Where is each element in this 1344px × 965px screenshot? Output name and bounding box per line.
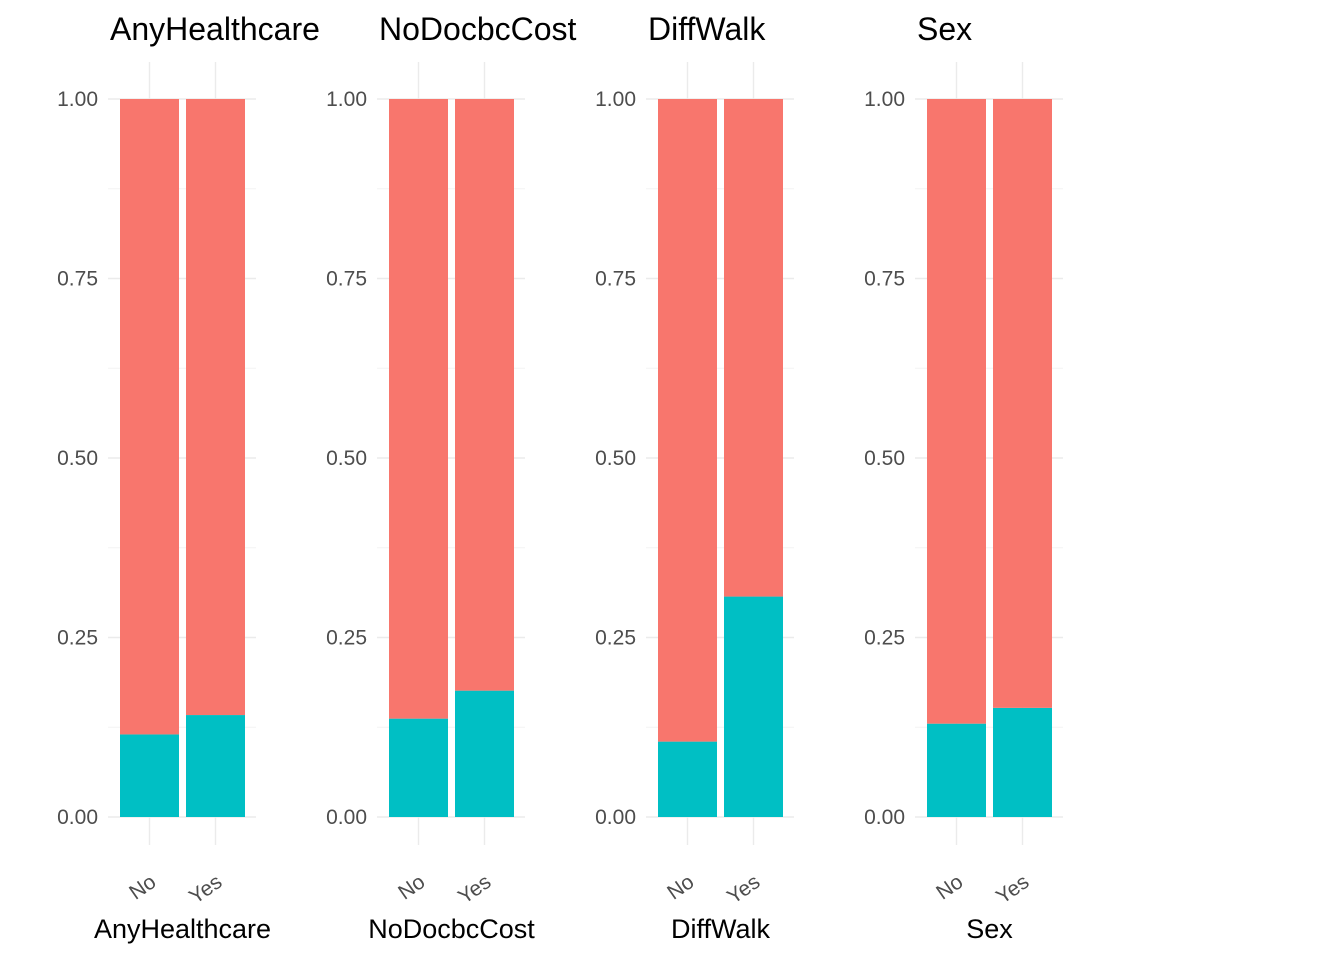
bar-yes-segment-0 <box>993 707 1052 817</box>
panel-0: AnyHealthcare 0.00 0.25 0.50 0.75 1.00 No Yes An… <box>57 11 320 944</box>
y-tick-label: 0.00 <box>57 806 98 829</box>
bar-yes-segment-1 <box>993 99 1052 708</box>
x-axis-label: Sex <box>966 914 1013 944</box>
panel-2: DiffWalk 0.00 0.25 0.50 0.75 1.00 No Yes DiffWal… <box>595 11 794 944</box>
x-tick-label: Yes <box>185 870 226 908</box>
bar-yes-segment-0 <box>724 596 783 817</box>
y-tick-label: 0.25 <box>326 627 367 650</box>
bar-yes-segment-1 <box>455 99 514 691</box>
y-tick-label: 0.25 <box>595 627 636 650</box>
y-tick-label: 0.50 <box>326 447 367 470</box>
panel-title: NoDocbcCost <box>379 11 577 47</box>
x-axis-label: NoDocbcCost <box>368 914 535 944</box>
bar-no-segment-0 <box>927 723 986 817</box>
y-tick-label: 0.75 <box>864 268 905 291</box>
y-tick-label: 0.75 <box>595 268 636 291</box>
y-tick-label: 0.75 <box>326 268 367 291</box>
bar-no-segment-0 <box>658 741 717 817</box>
y-tick-label: 0.50 <box>595 447 636 470</box>
bar-no-segment-1 <box>927 99 986 724</box>
bar-no-segment-0 <box>389 718 448 817</box>
y-tick-label: 0.00 <box>595 806 636 829</box>
panel-3: Sex 0.00 0.25 0.50 0.75 1.00 No Yes Sex <box>864 11 1063 944</box>
y-tick-label: 0.00 <box>864 806 905 829</box>
bar-yes-segment-0 <box>186 715 245 817</box>
panel-title: AnyHealthcare <box>110 11 320 47</box>
x-tick-label: Yes <box>723 870 764 908</box>
y-tick-label: 1.00 <box>57 88 98 111</box>
bar-no-segment-1 <box>120 99 179 735</box>
bar-no-segment-0 <box>120 734 179 817</box>
panel-1: NoDocbcCost 0.00 0.25 0.50 0.75 1.00 No Yes NoDo… <box>326 11 576 944</box>
y-tick-label: 1.00 <box>595 88 636 111</box>
bar-yes-segment-1 <box>724 99 783 597</box>
bar-no-segment-1 <box>389 99 448 719</box>
y-tick-label: 0.25 <box>864 627 905 650</box>
bar-no-segment-1 <box>658 99 717 742</box>
x-axis-label: AnyHealthcare <box>94 914 271 944</box>
y-tick-label: 0.50 <box>864 447 905 470</box>
bar-yes-segment-1 <box>186 99 245 716</box>
x-tick-label: No <box>663 870 698 904</box>
panel-title: Sex <box>917 11 972 47</box>
y-tick-label: 1.00 <box>864 88 905 111</box>
x-tick-label: No <box>125 870 160 904</box>
panel-title: DiffWalk <box>648 11 766 47</box>
y-tick-label: 0.75 <box>57 268 98 291</box>
x-axis-label: DiffWalk <box>671 914 771 944</box>
y-tick-label: 0.25 <box>57 627 98 650</box>
x-tick-label: Yes <box>992 870 1033 908</box>
bar-yes-segment-0 <box>455 690 514 817</box>
x-tick-label: No <box>932 870 967 904</box>
x-tick-label: No <box>394 870 429 904</box>
x-tick-label: Yes <box>454 870 495 908</box>
y-tick-label: 0.50 <box>57 447 98 470</box>
y-tick-label: 1.00 <box>326 88 367 111</box>
y-tick-label: 0.00 <box>326 806 367 829</box>
